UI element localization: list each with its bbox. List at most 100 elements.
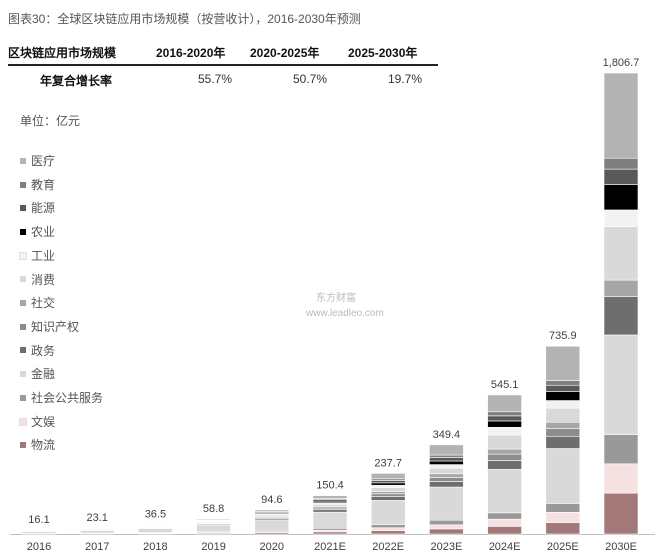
legend-label: 金融 bbox=[31, 367, 56, 382]
bar-stack bbox=[312, 495, 348, 535]
legend-label: 教育 bbox=[31, 177, 56, 192]
bar-segment bbox=[196, 524, 231, 533]
legend-label: 工业 bbox=[31, 248, 56, 263]
bar-segment bbox=[429, 477, 464, 482]
bar-segment bbox=[79, 530, 115, 534]
cagr-value-2: 50.7% bbox=[293, 72, 328, 86]
legend-item: 农业 bbox=[20, 223, 55, 239]
bar-total-label: 16.1 bbox=[28, 514, 49, 526]
legend-item: 知识产权 bbox=[20, 318, 79, 334]
bar-segment bbox=[370, 480, 406, 484]
bar-segment bbox=[603, 279, 639, 297]
bar-segment bbox=[312, 511, 348, 529]
legend-item: 社会公共服务 bbox=[20, 389, 103, 405]
bar-segment bbox=[487, 526, 522, 535]
bar-segment bbox=[370, 487, 406, 492]
bar-segment bbox=[196, 518, 231, 521]
x-tick-label: 2020 bbox=[260, 541, 284, 553]
bar-segment bbox=[429, 460, 464, 465]
cagr-period-2: 2020-2025年 bbox=[250, 46, 320, 60]
bar-segment bbox=[429, 481, 464, 488]
legend-item: 教育 bbox=[20, 176, 55, 192]
legend-swatch bbox=[20, 300, 26, 307]
x-tick-label: 2019 bbox=[201, 541, 225, 553]
x-tick-label: 2030E bbox=[605, 541, 637, 553]
bar-segment bbox=[429, 528, 464, 535]
legend-swatch bbox=[20, 228, 26, 235]
bar-segment bbox=[545, 400, 581, 409]
bar-total-label: 545.1 bbox=[491, 379, 519, 391]
legend-swatch bbox=[20, 394, 26, 401]
bar-total-label: 23.1 bbox=[86, 512, 107, 524]
legend-label: 医疗 bbox=[31, 154, 56, 168]
bar-segment bbox=[429, 524, 464, 530]
bar-segment bbox=[370, 473, 406, 480]
bar-segment bbox=[487, 460, 522, 470]
cagr-divider bbox=[8, 64, 438, 66]
legend-label: 物流 bbox=[31, 438, 56, 453]
chart-title: 图表30：全球区块链应用市场规模（按营收计），2016-2030年预测 bbox=[8, 12, 361, 26]
bar-segment bbox=[487, 469, 522, 514]
bar-stack bbox=[196, 518, 231, 535]
bar-segment bbox=[603, 72, 639, 159]
x-tick-label: 2018 bbox=[143, 541, 167, 553]
bar-stack bbox=[603, 72, 639, 535]
bar-segment bbox=[603, 434, 639, 465]
bar-segment bbox=[370, 491, 406, 495]
legend-item: 工业 bbox=[19, 247, 56, 263]
bar-stack bbox=[370, 473, 406, 535]
legend-swatch bbox=[20, 157, 26, 164]
bar-segment bbox=[487, 434, 522, 450]
bar-segment bbox=[487, 415, 522, 422]
legend-swatch bbox=[20, 276, 26, 283]
bar-segment bbox=[429, 473, 464, 478]
bar-segment bbox=[545, 503, 581, 513]
legend-swatch bbox=[20, 371, 26, 378]
bar-segment bbox=[254, 519, 290, 531]
legend-item: 能源 bbox=[20, 199, 55, 215]
legend-label: 社会公共服务 bbox=[31, 391, 104, 405]
bar-stack bbox=[21, 529, 57, 535]
legend-swatch bbox=[20, 181, 26, 188]
legend-swatch bbox=[20, 323, 26, 330]
bar-total-label: 150.4 bbox=[316, 480, 344, 492]
bar-segment bbox=[545, 345, 581, 381]
legend-label: 消费 bbox=[31, 272, 56, 287]
legend-item: 政务 bbox=[20, 342, 55, 358]
legend-item: 金融 bbox=[20, 365, 55, 381]
bar-stack bbox=[429, 444, 464, 535]
cagr-period-3: 2025-2030年 bbox=[348, 46, 418, 60]
bar-total-label: 349.4 bbox=[433, 429, 461, 441]
bar-segment bbox=[370, 524, 406, 529]
unit-label: 单位：亿元 bbox=[20, 114, 81, 128]
bar-segment bbox=[429, 467, 464, 475]
bar-stack bbox=[138, 524, 173, 535]
bar-segment bbox=[603, 226, 639, 281]
legend-item: 文娱 bbox=[19, 413, 56, 429]
x-tick-label: 2023E bbox=[430, 541, 462, 553]
legend-label: 能源 bbox=[31, 201, 56, 216]
bar-segment bbox=[370, 500, 406, 525]
bar-segment bbox=[312, 495, 348, 499]
bar-segment bbox=[429, 444, 464, 456]
legend-label: 文娱 bbox=[31, 414, 56, 429]
bar-segment bbox=[429, 457, 464, 462]
legend-item: 医疗 bbox=[20, 152, 55, 168]
bar-segment bbox=[312, 509, 348, 513]
bar-segment bbox=[545, 407, 581, 423]
bar-total-label: 36.5 bbox=[145, 509, 166, 521]
legend-swatch bbox=[20, 205, 26, 212]
x-tick-label: 2024E bbox=[489, 541, 521, 553]
bar-segment bbox=[487, 448, 522, 455]
cagr-value-3: 19.7% bbox=[388, 72, 423, 86]
bar-segment bbox=[603, 296, 639, 336]
cagr-value-1: 55.7% bbox=[198, 72, 233, 86]
bar-segment bbox=[429, 486, 464, 521]
bar-segment bbox=[370, 484, 406, 488]
bar-segment bbox=[370, 496, 406, 501]
bar-segment bbox=[545, 380, 581, 386]
legend-swatch bbox=[20, 442, 26, 449]
cagr-row-label: 年复合增长率 bbox=[40, 74, 113, 88]
legend-item: 社交 bbox=[20, 294, 55, 310]
watermark-text: 东方财富 bbox=[316, 293, 356, 304]
